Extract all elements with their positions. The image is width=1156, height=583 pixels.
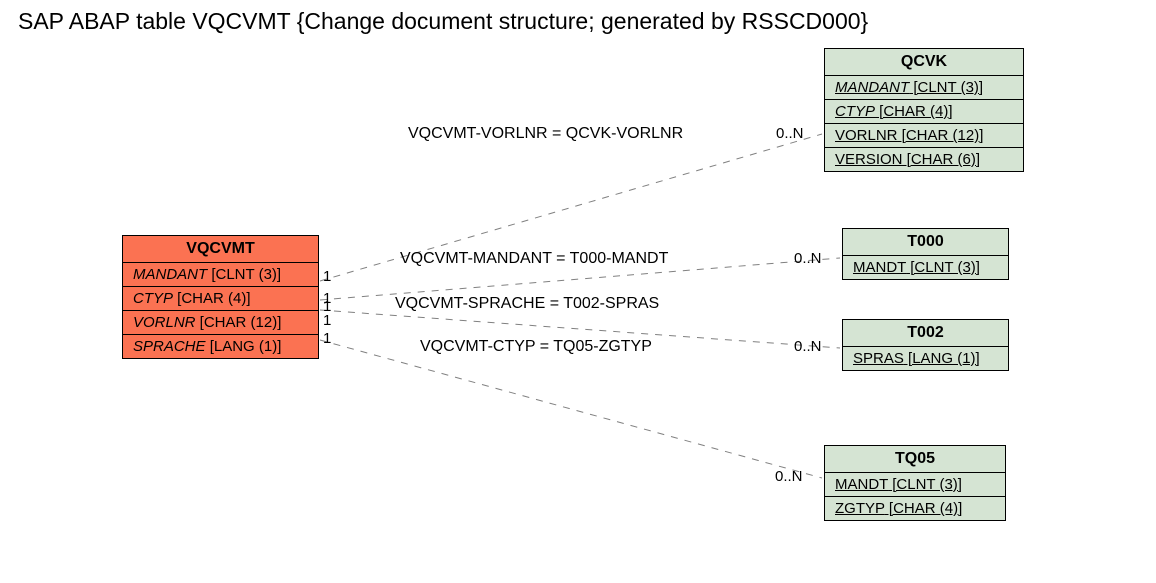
entity-t000: T000MANDT [CLNT (3)] <box>842 228 1009 280</box>
field-type: [CHAR (4)] <box>173 290 251 307</box>
field-name: SPRAS <box>853 350 904 367</box>
field-type: [CLNT (3)] <box>906 259 980 276</box>
field-row: VORLNR [CHAR (12)] <box>123 311 318 335</box>
field-row: MANDT [CLNT (3)] <box>825 473 1005 497</box>
field-type: [LANG (1)] <box>206 338 282 355</box>
field-row: ZGTYP [CHAR (4)] <box>825 497 1005 520</box>
entity-tq05: TQ05MANDT [CLNT (3)]ZGTYP [CHAR (4)] <box>824 445 1006 521</box>
entity-header: TQ05 <box>825 446 1005 473</box>
field-name: MANDT <box>853 259 906 276</box>
cardinality-left: 1 <box>323 268 331 285</box>
field-type: [CHAR (4)] <box>885 500 963 517</box>
field-type: [CHAR (12)] <box>196 314 282 331</box>
field-name: CTYP <box>835 103 875 120</box>
cardinality-left: 1 <box>323 330 331 347</box>
field-row: CTYP [CHAR (4)] <box>123 287 318 311</box>
field-name: MANDANT <box>133 266 207 283</box>
field-type: [CLNT (3)] <box>888 476 962 493</box>
edge-label: VQCVMT-VORLNR = QCVK-VORLNR <box>408 125 683 143</box>
entity-header: VQCVMT <box>123 236 318 263</box>
edge-label: VQCVMT-MANDANT = T000-MANDT <box>400 250 668 268</box>
field-type: [LANG (1)] <box>904 350 980 367</box>
page-title: SAP ABAP table VQCVMT {Change document s… <box>18 8 868 35</box>
edge-label: VQCVMT-SPRACHE = T002-SPRAS <box>395 295 659 313</box>
field-name: ZGTYP <box>835 500 885 517</box>
relationship-edge <box>320 340 822 478</box>
field-row: VERSION [CHAR (6)] <box>825 148 1023 171</box>
entity-t002: T002SPRAS [LANG (1)] <box>842 319 1009 371</box>
edge-label: VQCVMT-CTYP = TQ05-ZGTYP <box>420 338 652 356</box>
field-name: MANDT <box>835 476 888 493</box>
entity-header: T000 <box>843 229 1008 256</box>
cardinality-right: 0..N <box>794 338 822 355</box>
field-type: [CHAR (12)] <box>898 127 984 144</box>
diagram-canvas: SAP ABAP table VQCVMT {Change document s… <box>0 0 1156 583</box>
field-type: [CHAR (4)] <box>875 103 953 120</box>
field-row: MANDANT [CLNT (3)] <box>825 76 1023 100</box>
field-name: VORLNR <box>133 314 196 331</box>
entity-header: T002 <box>843 320 1008 347</box>
field-row: VORLNR [CHAR (12)] <box>825 124 1023 148</box>
field-name: SPRACHE <box>133 338 206 355</box>
field-type: [CLNT (3)] <box>207 266 281 283</box>
field-name: CTYP <box>133 290 173 307</box>
field-row: MANDANT [CLNT (3)] <box>123 263 318 287</box>
field-name: VORLNR <box>835 127 898 144</box>
cardinality-left: 1 <box>323 312 331 329</box>
cardinality-right: 0..N <box>776 125 804 142</box>
field-row: MANDT [CLNT (3)] <box>843 256 1008 279</box>
cardinality-right: 0..N <box>794 250 822 267</box>
field-row: CTYP [CHAR (4)] <box>825 100 1023 124</box>
cardinality-right: 0..N <box>775 468 803 485</box>
field-type: [CLNT (3)] <box>909 79 983 96</box>
field-name: MANDANT <box>835 79 909 96</box>
entity-main: VQCVMTMANDANT [CLNT (3)]CTYP [CHAR (4)]V… <box>122 235 319 359</box>
field-type: [CHAR (6)] <box>903 151 981 168</box>
field-row: SPRAS [LANG (1)] <box>843 347 1008 370</box>
entity-header: QCVK <box>825 49 1023 76</box>
field-row: SPRACHE [LANG (1)] <box>123 335 318 358</box>
entity-qcvk: QCVKMANDANT [CLNT (3)]CTYP [CHAR (4)]VOR… <box>824 48 1024 172</box>
field-name: VERSION <box>835 151 903 168</box>
